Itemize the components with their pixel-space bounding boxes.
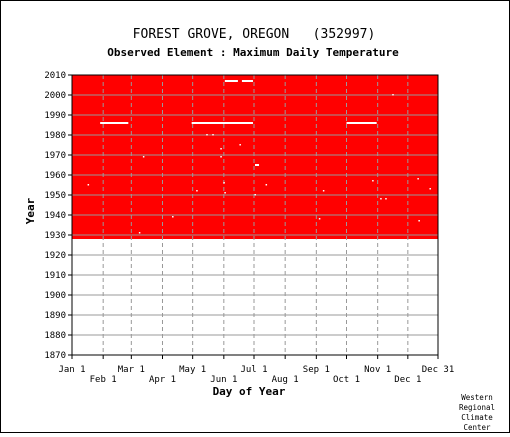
- missing-point: [223, 182, 225, 184]
- y-tick-label: 1920: [44, 251, 66, 261]
- chart-title: FOREST GROVE, OREGON (352997): [133, 27, 376, 42]
- x-tick-label: Apr 1: [149, 375, 176, 385]
- x-tick-label: Jan 1: [58, 365, 85, 375]
- coverage-layer: [72, 75, 438, 239]
- missing-point: [142, 156, 145, 158]
- y-tick-label: 2000: [44, 91, 66, 101]
- missing-point: [196, 190, 198, 192]
- missing-point: [220, 148, 222, 150]
- credit-line: Western: [461, 393, 493, 402]
- y-tick-label: 1940: [44, 211, 66, 221]
- missing-segment: [224, 80, 238, 82]
- y-axis: 1870 1880 1890 1900 1910 1920 1930 1940 1950 1960…: [44, 71, 72, 361]
- missing-point: [220, 156, 222, 158]
- missing-point: [172, 216, 174, 218]
- credit-line: Climate: [461, 413, 493, 422]
- chart-subtitle: Observed Element : Maximum Daily Tempera…: [107, 46, 399, 59]
- x-tick-label: Feb 1: [90, 375, 117, 385]
- y-tick-label: 1890: [44, 311, 66, 321]
- x-tick-label: Jun 1: [210, 375, 237, 385]
- missing-point: [380, 198, 382, 200]
- x-axis: Jan 1 Mar 1 May 1 Jul 1 Sep 1 Nov 1 Dec 31 Feb …: [58, 355, 454, 385]
- missing-point: [318, 218, 321, 220]
- y-tick-label: 1950: [44, 191, 66, 201]
- missing-segment: [255, 164, 260, 166]
- missing-point: [87, 184, 90, 186]
- missing-point: [417, 178, 419, 180]
- x-tick-label: Nov 1: [364, 365, 391, 375]
- missing-point: [372, 180, 374, 182]
- missing-segment: [241, 80, 253, 82]
- y-tick-label: 1990: [44, 111, 66, 121]
- missing-point: [224, 192, 226, 194]
- y-tick-label: 1960: [44, 171, 66, 181]
- credit-line: Center: [463, 423, 491, 432]
- missing-segment: [346, 122, 377, 124]
- y-tick-label: 2010: [44, 71, 66, 81]
- x-tick-label: Dec 1: [394, 375, 421, 385]
- missing-point: [418, 220, 420, 222]
- missing-segment: [100, 122, 129, 124]
- missing-point: [138, 232, 141, 234]
- y-tick-label: 1880: [44, 331, 66, 341]
- missing-segment: [191, 122, 253, 124]
- x-tick-label: Jul 1: [240, 365, 267, 375]
- missing-layer: [87, 80, 431, 234]
- x-tick-label: Sep 1: [303, 365, 330, 375]
- x-tick-label: Aug 1: [272, 375, 299, 385]
- x-tick-label: May 1: [179, 365, 206, 375]
- y-tick-label: 1900: [44, 291, 66, 301]
- missing-point: [206, 134, 208, 136]
- missing-point: [265, 184, 268, 186]
- missing-point: [254, 194, 256, 196]
- x-tick-label: Mar 1: [118, 365, 145, 375]
- missing-point: [212, 134, 214, 136]
- missing-point: [322, 190, 325, 192]
- missing-point: [385, 198, 387, 200]
- y-tick-label: 1910: [44, 271, 66, 281]
- missing-point: [239, 144, 241, 146]
- missing-point: [392, 94, 394, 96]
- observed-block: [72, 75, 438, 239]
- y-axis-label: Year: [24, 197, 37, 224]
- y-tick-label: 1870: [44, 351, 66, 361]
- x-tick-label: Oct 1: [333, 375, 360, 385]
- x-tick-label: Dec 31: [422, 365, 455, 375]
- credit-block: Western Regional Climate Center: [459, 393, 495, 432]
- y-tick-label: 1980: [44, 131, 66, 141]
- x-axis-label: Day of Year: [213, 385, 286, 398]
- credit-line: Regional: [459, 403, 495, 412]
- y-tick-label: 1970: [44, 151, 66, 161]
- y-tick-label: 1930: [44, 231, 66, 241]
- missing-point: [429, 188, 431, 190]
